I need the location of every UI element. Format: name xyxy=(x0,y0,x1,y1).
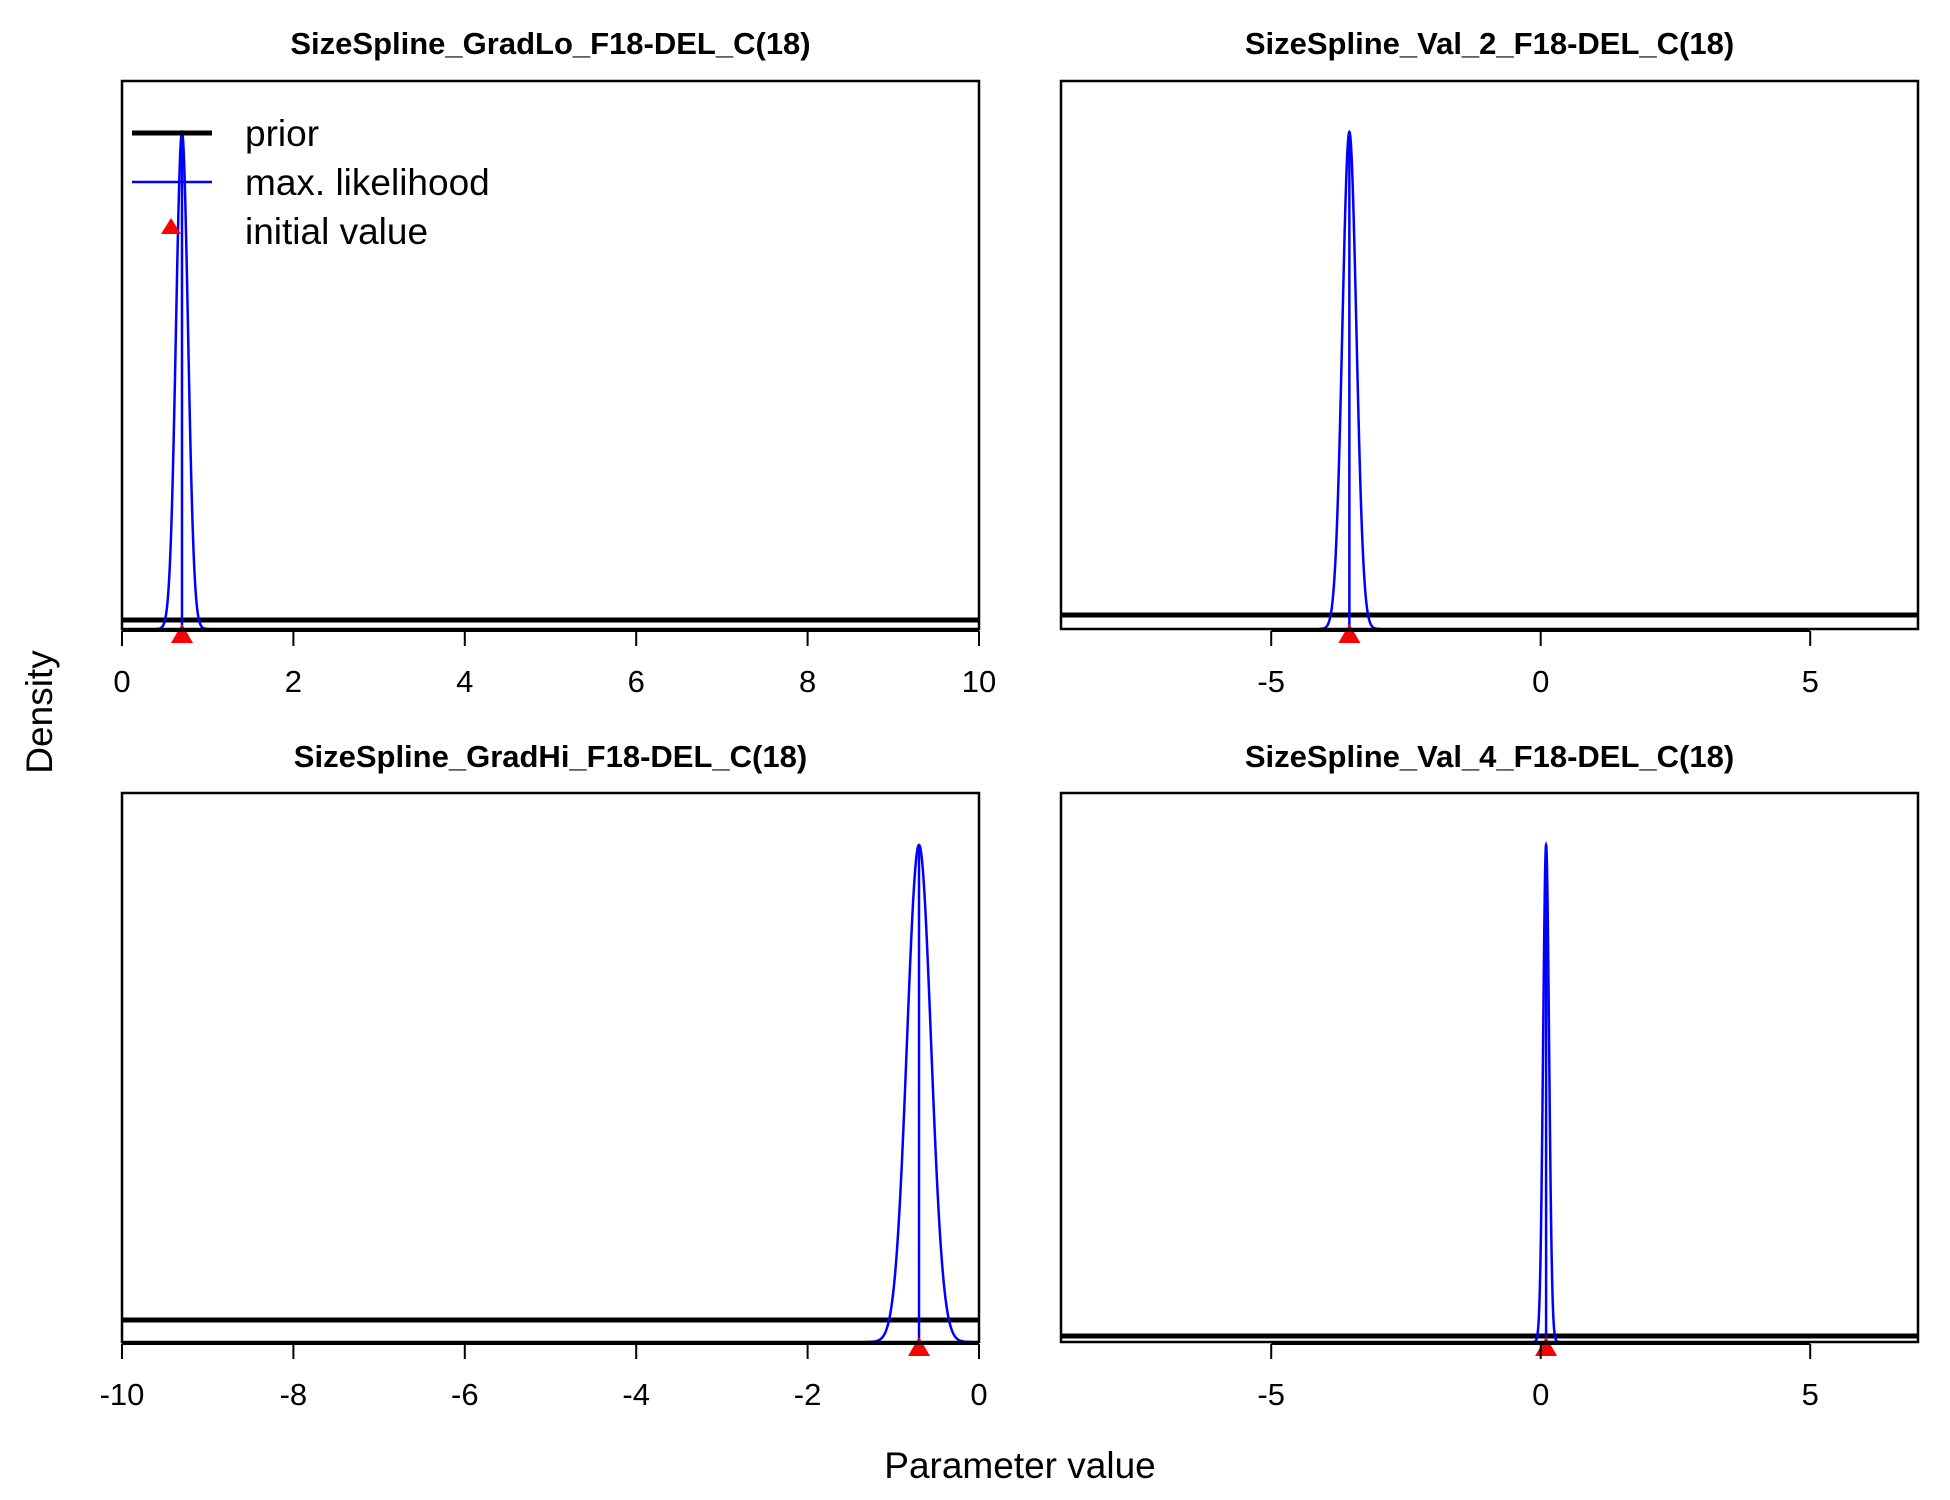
plot-frame xyxy=(120,791,981,1344)
x-tick-label: -5 xyxy=(1257,664,1285,699)
panels: SizeSpline_GradLo_F18-DEL_C(18)0 2 4 6 8 10Si… xyxy=(100,26,1920,1412)
panel-title: SizeSpline_GradHi_F18-DEL_C(18) xyxy=(294,739,807,774)
x-tick-label: -6 xyxy=(451,1377,479,1412)
x-tick-label: 0 xyxy=(113,664,130,699)
legend: prior max. likelihood initial value xyxy=(132,113,490,252)
initial-value-marker xyxy=(908,1337,931,1356)
panel-title: SizeSpline_Val_4_F18-DEL_C(18) xyxy=(1245,739,1734,774)
y-axis-title: Density xyxy=(19,650,60,774)
x-tick-label: 0 xyxy=(1532,664,1549,699)
plot-frame xyxy=(1059,791,1920,1344)
legend-label: prior xyxy=(245,113,319,154)
initial-value-marker xyxy=(170,624,193,643)
legend-label: initial value xyxy=(245,211,428,252)
panel-2: SizeSpline_Val_2_F18-DEL_C(18) -5 0 5 xyxy=(1059,26,1920,699)
x-tick-label: -10 xyxy=(100,1377,145,1412)
legend-entry: prior xyxy=(132,113,319,154)
legend-entry: max. likelihood xyxy=(132,162,490,203)
x-tick-label: -5 xyxy=(1257,1377,1285,1412)
panel-title: SizeSpline_GradLo_F18-DEL_C(18) xyxy=(290,26,810,61)
x-tick-label: -4 xyxy=(622,1377,650,1412)
x-tick-label: 6 xyxy=(628,664,645,699)
x-tick-label: 5 xyxy=(1802,664,1819,699)
panel-3: SizeSpline_GradHi_F18-DEL_C(18) -10 -8 -6 -4… xyxy=(100,739,988,1412)
initial-value-marker xyxy=(1338,624,1361,643)
x-tick-label: 8 xyxy=(799,664,816,699)
initial-value-marker xyxy=(1535,1337,1558,1356)
panel-1: SizeSpline_GradLo_F18-DEL_C(18) 0 2 4 6 8 10 xyxy=(113,26,996,699)
x-tick-label: 5 xyxy=(1802,1377,1819,1412)
panel-title: SizeSpline_Val_2_F18-DEL_C(18) xyxy=(1245,26,1734,61)
legend-marker xyxy=(161,218,181,234)
x-tick-label: -8 xyxy=(280,1377,308,1412)
x-tick-label: 0 xyxy=(1532,1377,1549,1412)
x-tick-label: 10 xyxy=(962,664,996,699)
x-tick-label: 4 xyxy=(456,664,473,699)
plot-frame xyxy=(120,79,981,631)
x-tick-label: -2 xyxy=(794,1377,822,1412)
legend-entry: initial value xyxy=(161,211,428,252)
x-tick-label: 0 xyxy=(970,1377,987,1412)
x-tick-label: 2 xyxy=(285,664,302,699)
plot-frame xyxy=(1059,79,1920,631)
x-axis-title: Parameter value xyxy=(884,1445,1155,1486)
panel-4: SizeSpline_Val_4_F18-DEL_C(18) -5 0 5 xyxy=(1059,739,1920,1412)
legend-label: max. likelihood xyxy=(245,162,490,203)
